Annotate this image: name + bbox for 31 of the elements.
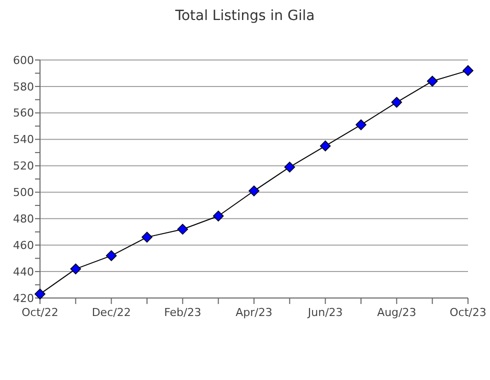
y-tick-label: 580	[13, 80, 34, 94]
point	[70, 264, 82, 274]
point	[320, 140, 331, 152]
x-tick-label: Oct/22	[22, 306, 58, 319]
point	[356, 119, 366, 130]
x-tick-label: Aug/23	[377, 306, 416, 319]
y-tick-label: 480	[13, 212, 34, 226]
y-tick-label: 540	[13, 133, 34, 146]
point	[34, 288, 46, 300]
y-tick-label: 500	[13, 186, 34, 200]
x-tick-label: Dec/22	[92, 306, 131, 319]
x-tick-label: Apr/23	[236, 306, 272, 319]
x-tick-label: Oct/23	[450, 306, 486, 319]
y-tick-label: 460	[13, 238, 34, 252]
y-tick-label: 420	[13, 292, 34, 305]
y-tick-label: 600	[13, 54, 34, 67]
point	[426, 76, 438, 87]
point	[106, 250, 117, 262]
y-tick-label: 520	[13, 160, 34, 173]
point	[177, 224, 188, 235]
point	[462, 65, 474, 76]
point	[391, 96, 402, 108]
point	[284, 162, 296, 172]
y-tick-label: 440	[13, 265, 34, 278]
point	[248, 186, 260, 196]
x-tick-label: Jun/23	[306, 306, 343, 319]
chart-title: Total Listings in Gila	[174, 8, 315, 24]
y-tick-label: 560	[13, 106, 34, 120]
point	[212, 210, 224, 222]
x-tick-label: Feb/23	[164, 306, 202, 319]
point	[142, 232, 152, 243]
